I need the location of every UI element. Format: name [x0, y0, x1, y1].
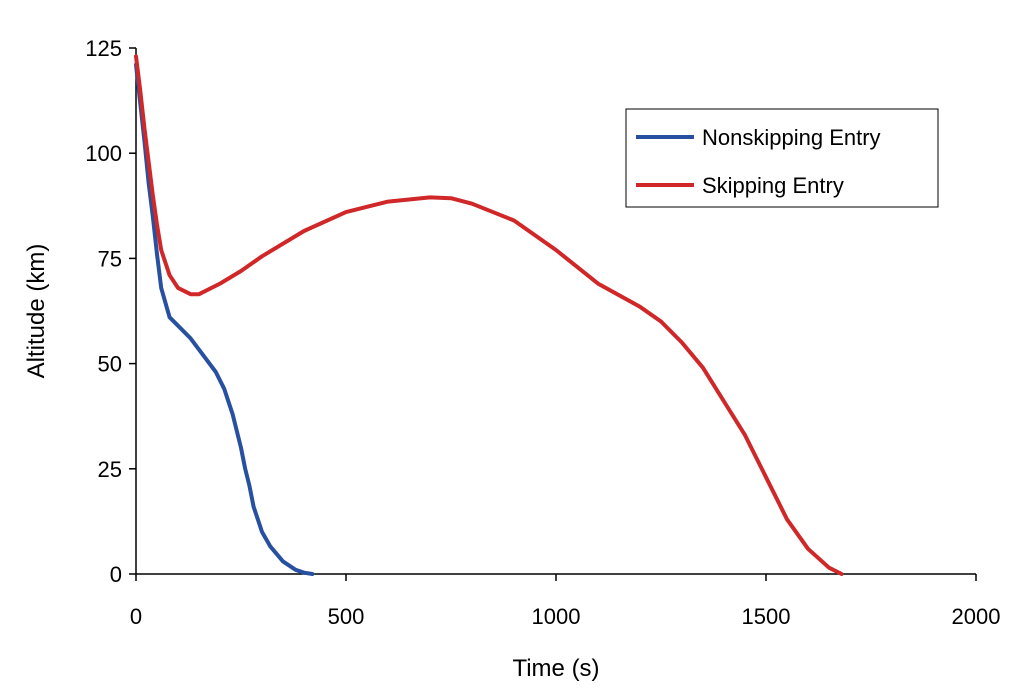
legend: Nonskipping Entry Skipping Entry [625, 108, 939, 208]
series-line-nonskipping [134, 62, 315, 576]
legend-box [625, 108, 939, 208]
x-tick-label: 1000 [532, 604, 581, 629]
y-tick-label: 75 [98, 246, 122, 271]
x-tick-label: 1500 [742, 604, 791, 629]
x-tick-label: 500 [328, 604, 365, 629]
y-tick-label: 50 [98, 352, 122, 377]
x-axis-title: Time (s) [512, 655, 599, 682]
y-axis-title: Altitude (km) [23, 244, 50, 379]
legend-label-nonskipping: Nonskipping Entry [702, 125, 881, 150]
legend-label-skipping: Skipping Entry [702, 173, 844, 198]
x-ticks: 0 500 1000 1500 2000 [130, 574, 1001, 629]
x-tick-label: 0 [130, 604, 142, 629]
y-tick-label: 125 [85, 36, 122, 61]
series-line-skipping [134, 54, 844, 576]
y-tick-label: 25 [98, 457, 122, 482]
series-layer [134, 54, 844, 576]
x-tick-label: 2000 [952, 604, 1001, 629]
y-ticks: 0 25 50 75 100 125 [85, 36, 136, 587]
y-tick-label: 0 [110, 562, 122, 587]
y-tick-label: 100 [85, 141, 122, 166]
